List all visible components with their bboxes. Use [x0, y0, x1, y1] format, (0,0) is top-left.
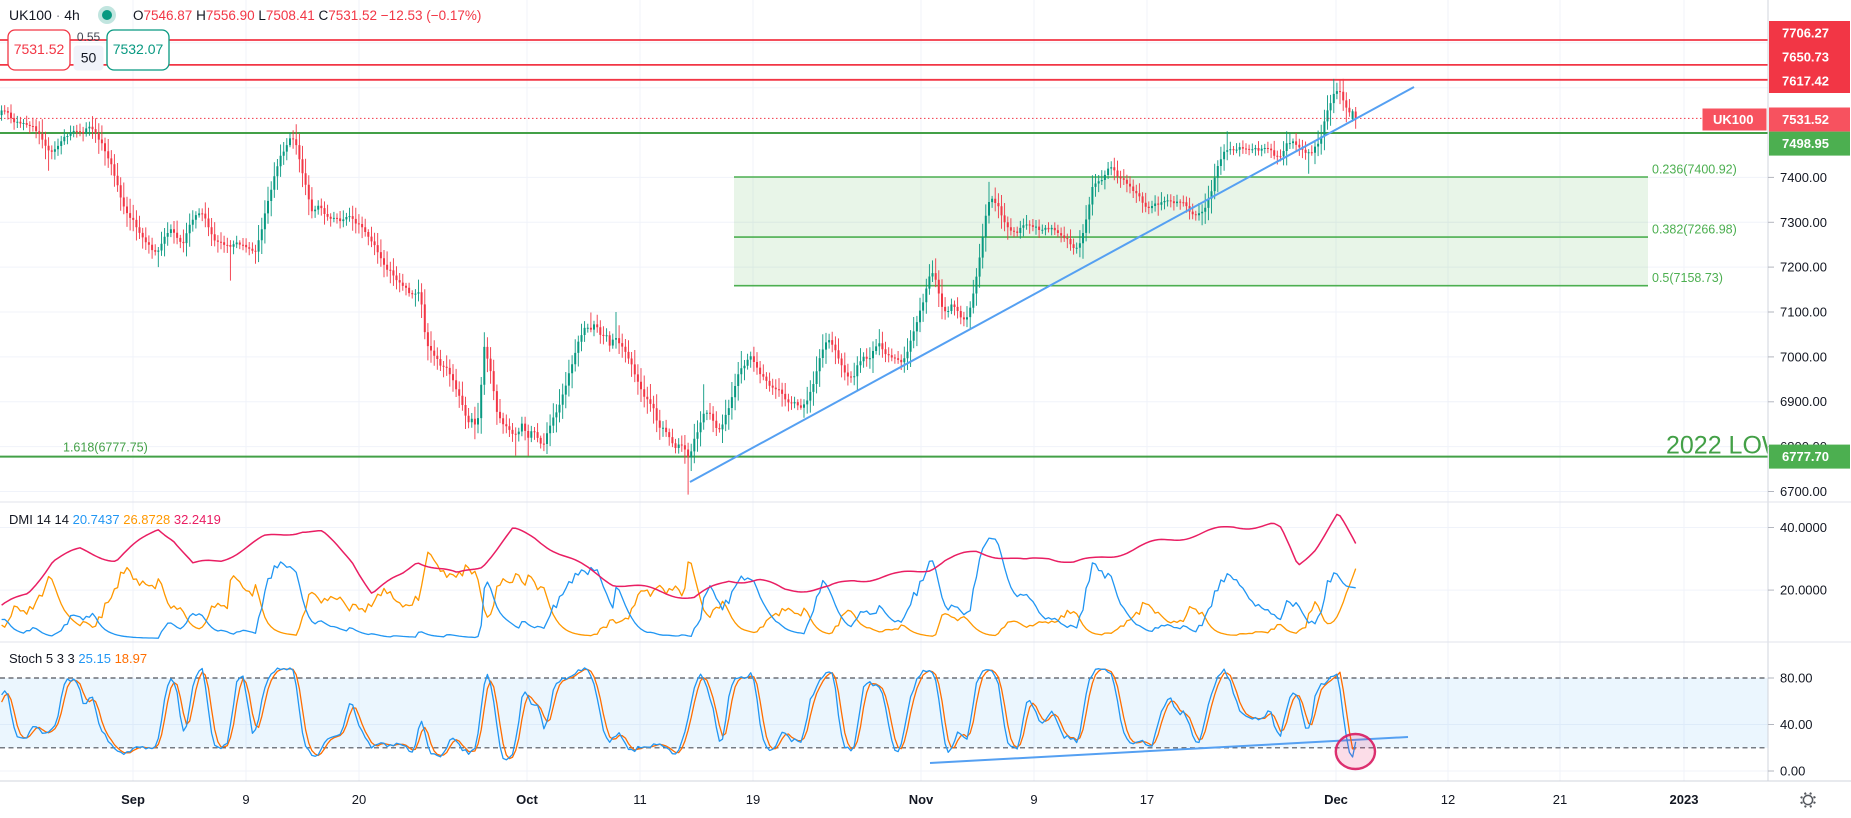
svg-text:0.236(7400.92): 0.236(7400.92): [1652, 163, 1737, 177]
svg-text:7650.73: 7650.73: [1782, 50, 1829, 65]
svg-text:7400.00: 7400.00: [1780, 170, 1827, 185]
svg-text:UK100: UK100: [1713, 112, 1753, 127]
svg-text:7200.00: 7200.00: [1780, 260, 1827, 275]
svg-text:2022 LOW: 2022 LOW: [1666, 432, 1786, 460]
svg-text:7706.27: 7706.27: [1782, 26, 1829, 41]
svg-text:21: 21: [1553, 792, 1567, 807]
svg-text:0.55: 0.55: [77, 30, 101, 44]
svg-text:7100.00: 7100.00: [1780, 305, 1827, 320]
svg-text:2023: 2023: [1670, 792, 1699, 807]
svg-text:7000.00: 7000.00: [1780, 349, 1827, 364]
svg-text:6700.00: 6700.00: [1780, 484, 1827, 499]
svg-text:6900.00: 6900.00: [1780, 394, 1827, 409]
svg-text:7300.00: 7300.00: [1780, 215, 1827, 230]
svg-text:7498.95: 7498.95: [1782, 136, 1829, 151]
svg-text:0.00: 0.00: [1780, 764, 1805, 779]
svg-text:20.0000: 20.0000: [1780, 583, 1827, 598]
svg-text:7532.07: 7532.07: [113, 41, 164, 57]
svg-text:17: 17: [1140, 792, 1154, 807]
svg-text:9: 9: [242, 792, 249, 807]
svg-text:7531.52: 7531.52: [1782, 112, 1829, 127]
svg-text:O7546.87 H7556.90 L7508.41 C75: O7546.87 H7556.90 L7508.41 C7531.52 −12.…: [133, 8, 481, 23]
svg-text:7617.42: 7617.42: [1782, 74, 1829, 89]
svg-text:6777.70: 6777.70: [1782, 449, 1829, 464]
svg-text:Oct: Oct: [516, 792, 538, 807]
svg-text:12: 12: [1441, 792, 1455, 807]
svg-text:1.618(6777.75): 1.618(6777.75): [63, 441, 148, 455]
svg-text:0.382(7266.98): 0.382(7266.98): [1652, 223, 1737, 237]
svg-text:7531.52: 7531.52: [14, 41, 65, 57]
svg-text:Stoch 5 3 3 25.15 18.97: Stoch 5 3 3 25.15 18.97: [9, 651, 147, 666]
svg-text:Nov: Nov: [909, 792, 934, 807]
svg-text:9: 9: [1030, 792, 1037, 807]
svg-text:0.5(7158.73): 0.5(7158.73): [1652, 271, 1723, 285]
svg-text:19: 19: [746, 792, 760, 807]
svg-text:50: 50: [81, 50, 97, 66]
svg-text:80.00: 80.00: [1780, 671, 1813, 686]
svg-text:DMI 14 14 20.7437 26.8728 32.2: DMI 14 14 20.7437 26.8728 32.2419: [9, 512, 221, 527]
svg-text:40.0000: 40.0000: [1780, 520, 1827, 535]
svg-text:11: 11: [633, 792, 647, 807]
svg-text:UK100 · 4h: UK100 · 4h: [9, 7, 80, 23]
svg-text:20: 20: [352, 792, 366, 807]
svg-text:Sep: Sep: [121, 792, 145, 807]
svg-text:Dec: Dec: [1324, 792, 1348, 807]
svg-text:40.00: 40.00: [1780, 717, 1813, 732]
